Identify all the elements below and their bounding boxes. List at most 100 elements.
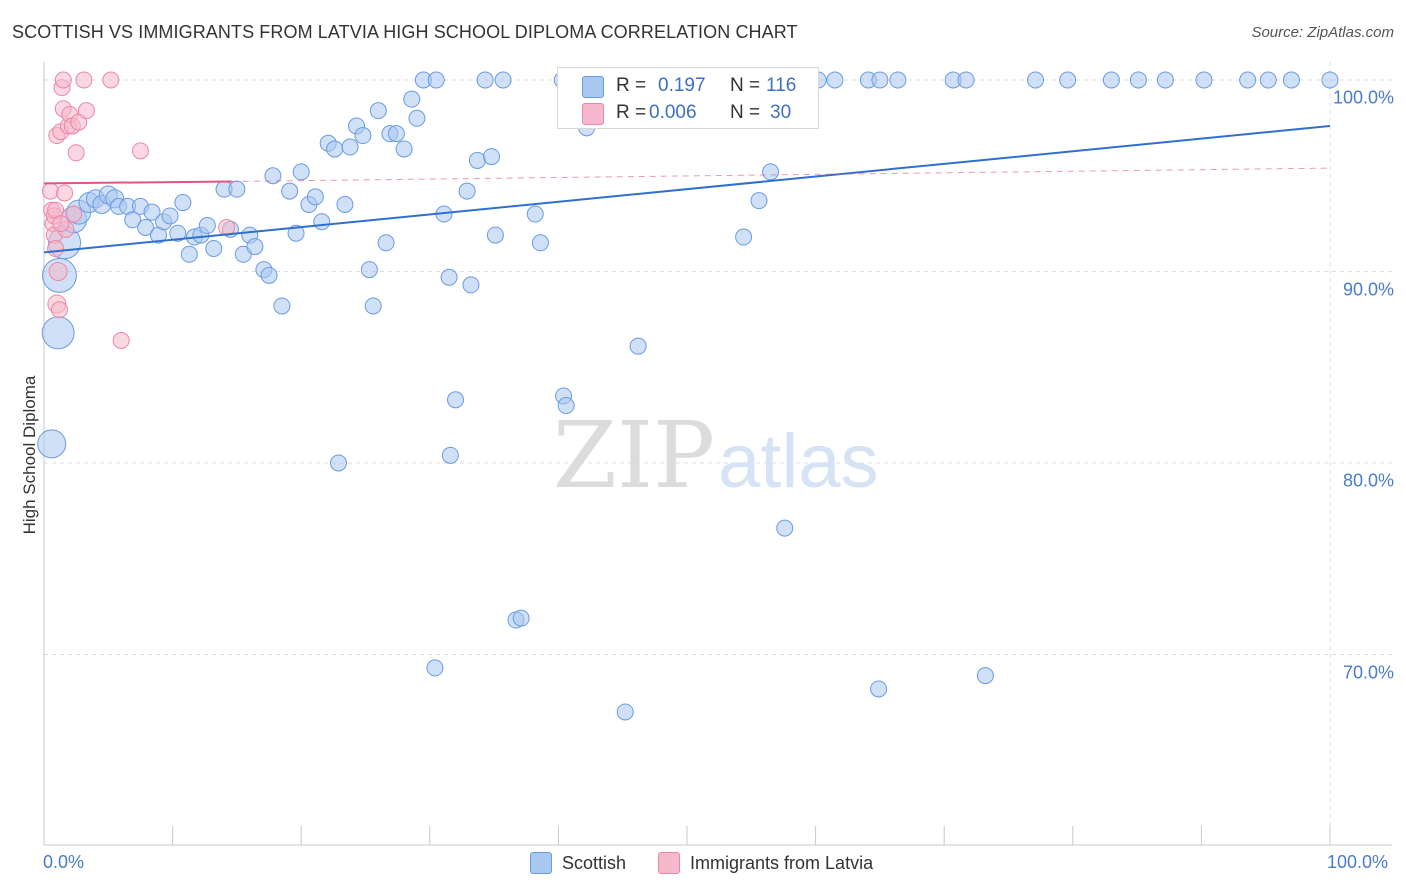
scottish-point	[228, 180, 246, 198]
scottish-point	[440, 268, 458, 286]
r-value: 0.006	[649, 102, 697, 123]
scottish-point	[180, 245, 198, 263]
latvia-trend-line	[43, 180, 232, 185]
latvia-point	[218, 218, 236, 236]
chart-title: SCOTTISH VS IMMIGRANTS FROM LATVIA HIGH …	[12, 22, 798, 42]
latvia-point	[112, 331, 130, 349]
scottish-point	[336, 195, 354, 213]
bottom-legend: Scottish Immigrants from Latvia	[530, 852, 905, 874]
latvia-point	[77, 102, 95, 120]
scottish-point	[287, 224, 305, 242]
scottish-point	[329, 454, 347, 472]
latvia-trend-extension	[231, 167, 1331, 182]
scottish-point	[260, 266, 278, 284]
scottish-point	[447, 391, 465, 409]
scottish-point	[137, 218, 155, 236]
y-tick-label-90: 90.0%	[1342, 279, 1394, 299]
n-label: N =	[730, 75, 761, 96]
scottish-point	[281, 182, 299, 200]
scottish-point	[1156, 71, 1174, 89]
scottish-point	[826, 71, 844, 89]
scottish-point	[205, 240, 223, 258]
scottish-point	[616, 703, 634, 721]
scottish-point	[476, 71, 494, 89]
r-label: R =	[616, 102, 647, 123]
scottish-point	[776, 519, 794, 537]
latvia-point	[48, 262, 68, 281]
scottish-point	[871, 71, 889, 89]
scottish-point	[735, 228, 753, 246]
scottish-swatch	[582, 76, 604, 98]
scottish-point	[292, 163, 310, 181]
scottish-point	[169, 224, 187, 242]
scottish-point	[306, 188, 324, 206]
scottish-point	[427, 71, 445, 89]
latvia-point	[131, 142, 149, 160]
scottish-point	[1102, 71, 1120, 89]
scottish-point	[377, 234, 395, 252]
scottish-point	[1282, 71, 1300, 89]
scottish-point	[976, 667, 994, 685]
scottish-point	[458, 182, 476, 200]
scottish-point	[486, 226, 504, 244]
scottish-point	[889, 71, 907, 89]
legend-label-scottish: Scottish	[562, 852, 627, 873]
scottish-point	[512, 609, 530, 627]
scottish-point	[408, 109, 426, 127]
scottish-point	[957, 71, 975, 89]
watermark: ZIP atlas	[553, 402, 879, 509]
scottish-point	[354, 127, 372, 145]
scottish-point	[124, 211, 142, 229]
scottish-point	[462, 276, 480, 294]
scottish-point	[364, 297, 382, 315]
latvia-point	[65, 205, 83, 223]
latvia-point	[52, 215, 70, 233]
scottish-point	[1027, 71, 1045, 89]
watermark-atlas: atlas	[718, 419, 879, 504]
scottish-point	[198, 217, 216, 235]
scottish-point	[1059, 71, 1077, 89]
scottish-point	[494, 71, 512, 89]
scottish-point	[264, 167, 282, 185]
legend-item-latvia[interactable]: Immigrants from Latvia	[658, 852, 873, 874]
points-layer	[37, 71, 1339, 721]
stats-legend: R = 0.197 N = 116 R = 0.006 N = 30	[557, 67, 819, 129]
watermark-zip: ZIP	[553, 402, 715, 509]
scottish-point	[1239, 71, 1257, 89]
latvia-point	[102, 71, 120, 89]
scottish-point	[41, 316, 75, 350]
x-tick-label-min: 0.0%	[43, 852, 85, 872]
latvia-point	[50, 301, 68, 319]
scottish-point	[395, 140, 413, 158]
y-tick-label-70: 70.0%	[1342, 662, 1394, 682]
scottish-point	[468, 151, 486, 169]
legend-item-scottish[interactable]: Scottish	[530, 852, 626, 874]
latvia-point	[75, 71, 93, 89]
scottish-point	[37, 429, 67, 459]
source-label: Source: ZipAtlas.com	[1251, 24, 1394, 41]
scottish-point	[403, 90, 421, 108]
latvia-point	[67, 144, 85, 162]
scottish-point	[557, 397, 575, 415]
latvia-point	[47, 240, 65, 258]
scottish-point	[441, 446, 459, 464]
scottish-point	[1129, 71, 1147, 89]
latvia-swatch	[582, 103, 604, 125]
scottish-trend-line	[43, 124, 1331, 254]
legend-label-latvia: Immigrants from Latvia	[690, 852, 874, 873]
scottish-point	[1321, 71, 1339, 89]
legend-swatch-latvia	[658, 852, 681, 874]
y-tick-label-80: 80.0%	[1342, 470, 1394, 491]
x-tick-label-max: 100.0%	[1327, 852, 1389, 872]
n-value: 116	[766, 75, 797, 96]
scottish-point	[273, 297, 291, 315]
scottish-point	[531, 234, 549, 252]
scottish-point	[143, 203, 161, 221]
r-value: 0.197	[658, 75, 706, 96]
scottish-point	[369, 102, 387, 120]
scottish-point	[246, 238, 264, 256]
scottish-point	[1195, 71, 1213, 89]
scottish-point	[360, 261, 378, 279]
n-value: 30	[770, 102, 792, 123]
